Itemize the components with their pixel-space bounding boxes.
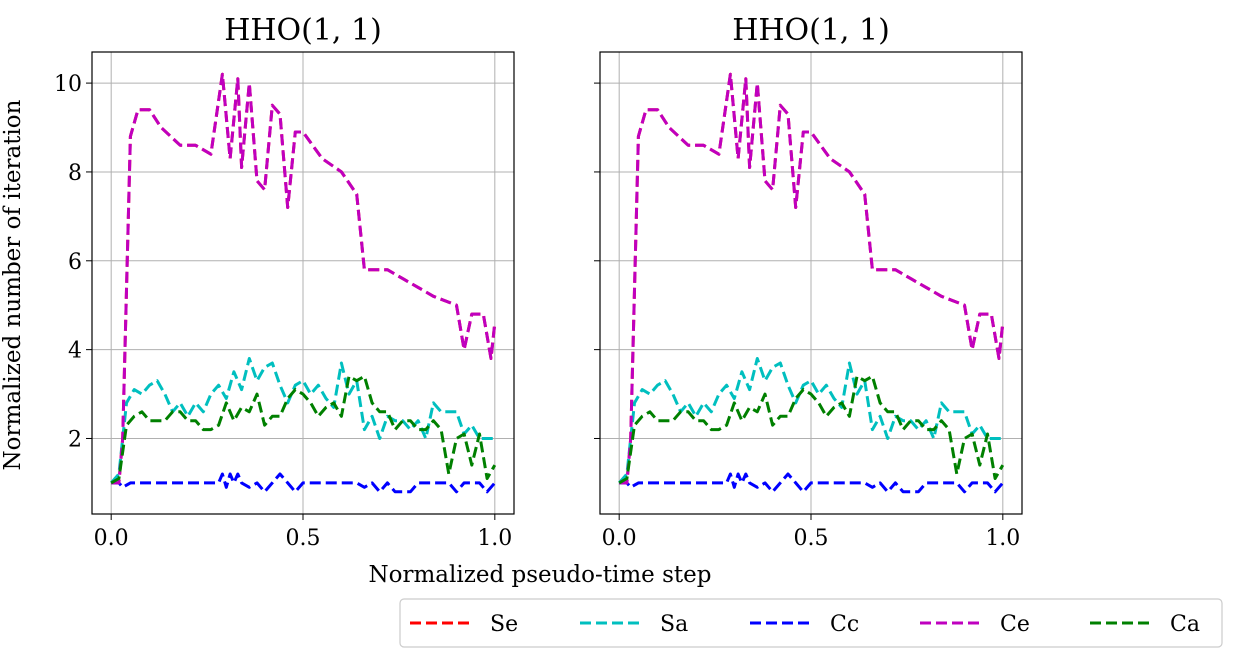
series-line-ce <box>619 72 1005 485</box>
y-tick-label: 6 <box>68 250 82 275</box>
y-tick-label: 4 <box>68 339 82 364</box>
legend: Se Sa Cc Ce Ca <box>399 598 1223 648</box>
series-line-cc <box>111 472 496 494</box>
series-line-cc <box>619 472 1004 494</box>
legend-label-sa: Sa <box>660 612 688 637</box>
x-tick-label: 1.0 <box>985 526 1020 551</box>
plot-frame <box>599 51 1023 515</box>
series-line-ca <box>110 374 497 485</box>
series-line-ca <box>618 374 1005 485</box>
y-tick-label: 10 <box>54 72 82 97</box>
plot-frame <box>91 51 515 515</box>
legend-box <box>399 598 1223 648</box>
y-axis-label: Normalized number of iteration <box>0 99 26 470</box>
x-tick-label: 1.0 <box>477 526 512 551</box>
legend-label-ca: Ca <box>1170 612 1200 637</box>
legend-label-se: Se <box>490 612 518 637</box>
y-tick-label: 8 <box>68 161 82 186</box>
series-line-sa <box>110 357 495 484</box>
chart-title: HHO(1, 1) <box>732 13 890 48</box>
right-chart-panel: 0.0 0.5 1.0 HHO(1, 1) <box>594 13 1023 551</box>
chart-title: HHO(1, 1) <box>224 13 382 48</box>
left-chart-panel: 0.0 0.5 1.0 2 4 6 8 10 HHO(1, 1) <box>54 13 515 551</box>
series-line-ce <box>111 72 497 485</box>
x-tick-label: 0.0 <box>94 526 129 551</box>
x-axis-label: Normalized pseudo-time step <box>369 562 712 588</box>
series-line-sa <box>618 357 1003 484</box>
legend-label-ce: Ce <box>1000 612 1030 637</box>
x-tick-label: 0.0 <box>602 526 637 551</box>
x-tick-label: 0.5 <box>794 526 829 551</box>
y-tick-label: 2 <box>68 427 82 452</box>
x-tick-label: 0.5 <box>286 526 321 551</box>
legend-label-cc: Cc <box>830 612 859 637</box>
